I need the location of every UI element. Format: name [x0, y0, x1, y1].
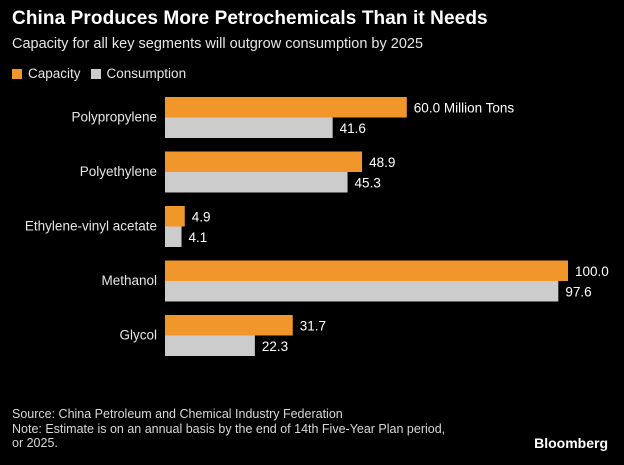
bar-capacity-polypropylene — [165, 97, 407, 118]
note-line-1: Note: Estimate is on an annual basis by … — [12, 421, 446, 436]
legend-item-consumption: Consumption — [90, 66, 187, 81]
legend-label-capacity: Capacity — [28, 66, 81, 81]
bar-consumption-methanol — [165, 281, 559, 302]
legend-label-consumption: Consumption — [106, 66, 187, 81]
note-line-2: or 2025. — [12, 436, 58, 450]
data-label-capacity-ethylene-vinyl-acetate: 4.9 — [192, 209, 211, 224]
bar-consumption-polypropylene — [165, 117, 333, 138]
legend-item-capacity: Capacity — [12, 66, 81, 81]
legend-swatch-capacity — [12, 68, 22, 79]
source-note: Source: China Petroleum and Chemical Ind… — [12, 407, 343, 421]
category-label-glycol: Glycol — [119, 328, 157, 343]
data-label-capacity-polypropylene: 60.0 Million Tons — [414, 100, 515, 115]
category-label-ethylene-vinyl-acetate: Ethylene-vinyl acetate — [25, 219, 157, 234]
bar-capacity-methanol — [165, 260, 568, 281]
bar-capacity-ethylene-vinyl-acetate — [165, 206, 185, 227]
bar-capacity-polyethylene — [165, 151, 363, 172]
data-label-consumption-methanol: 97.6 — [565, 284, 591, 299]
data-label-consumption-ethylene-vinyl-acetate: 4.1 — [189, 230, 208, 245]
chart-footer: Source: China Petroleum and Chemical Ind… — [12, 407, 445, 451]
bar-consumption-glycol — [165, 335, 255, 356]
bar-capacity-glycol — [165, 315, 293, 336]
data-label-capacity-polyethylene: 48.9 — [369, 155, 395, 170]
data-label-capacity-glycol: 31.7 — [300, 318, 326, 333]
data-label-consumption-glycol: 22.3 — [262, 339, 288, 354]
legend-swatch-consumption — [90, 68, 101, 79]
category-label-polyethylene: Polyethylene — [80, 164, 157, 179]
chart-legend: Capacity Consumption — [12, 66, 196, 81]
bar-consumption-polyethylene — [165, 172, 348, 193]
bloomberg-logo: Bloomberg — [534, 435, 608, 451]
category-label-methanol: Methanol — [101, 273, 157, 288]
category-label-polypropylene: Polypropylene — [71, 110, 157, 125]
bar-consumption-ethylene-vinyl-acetate — [165, 226, 182, 247]
data-label-consumption-polyethylene: 45.3 — [355, 175, 381, 190]
chart-subtitle: Capacity for all key segments will outgr… — [12, 36, 424, 52]
data-label-capacity-methanol: 100.0 — [575, 264, 609, 279]
chart-title: China Produces More Petrochemicals Than … — [12, 8, 488, 29]
data-label-consumption-polypropylene: 41.6 — [340, 121, 366, 136]
